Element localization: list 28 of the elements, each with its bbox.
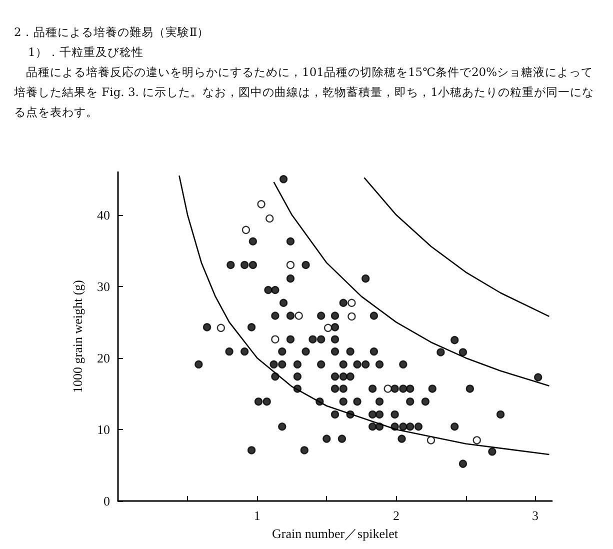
line-series <box>364 177 550 318</box>
point <box>286 260 295 270</box>
y-tick-label: 30 <box>97 278 110 294</box>
text: 品種による培養反応の違いを明らかにするために，101品種の切除穂を15℃条件で20%ショ糖液によって培養した結果を Fig. 3. に示した。なお，図中の曲線は，乾物蓄積量，即ち，1小穂あたりの粒重が同一になる点を表わす。 <box>14 64 595 121</box>
y-axis-title: 1000 grain weight (g) <box>70 280 85 394</box>
point <box>266 214 274 223</box>
x-tick-label: 1 <box>254 508 260 523</box>
point <box>294 312 303 320</box>
point <box>426 436 436 444</box>
chart-subtitle: 1）．千粒重及び稔性 <box>27 44 144 61</box>
y-tick-label: 40 <box>97 207 110 222</box>
point <box>242 226 250 234</box>
point <box>271 335 280 344</box>
y-tick-label: 10 <box>97 422 110 437</box>
x-axis-title: Grain number／spikelet <box>272 526 398 541</box>
point <box>384 384 392 393</box>
x-tick-label: 2 <box>392 508 400 523</box>
point <box>324 324 332 332</box>
y-tick-label: 20 <box>97 350 110 366</box>
x-tick-label: 3 <box>532 508 539 523</box>
y-tick-label: 0 <box>104 494 110 508</box>
point <box>472 436 481 444</box>
point <box>348 298 356 307</box>
point <box>348 312 356 321</box>
point <box>257 200 266 208</box>
line-series <box>273 181 550 386</box>
point <box>216 324 226 332</box>
chart-title: 2．品種による培養の難易（実験Ⅱ） <box>14 24 210 41</box>
